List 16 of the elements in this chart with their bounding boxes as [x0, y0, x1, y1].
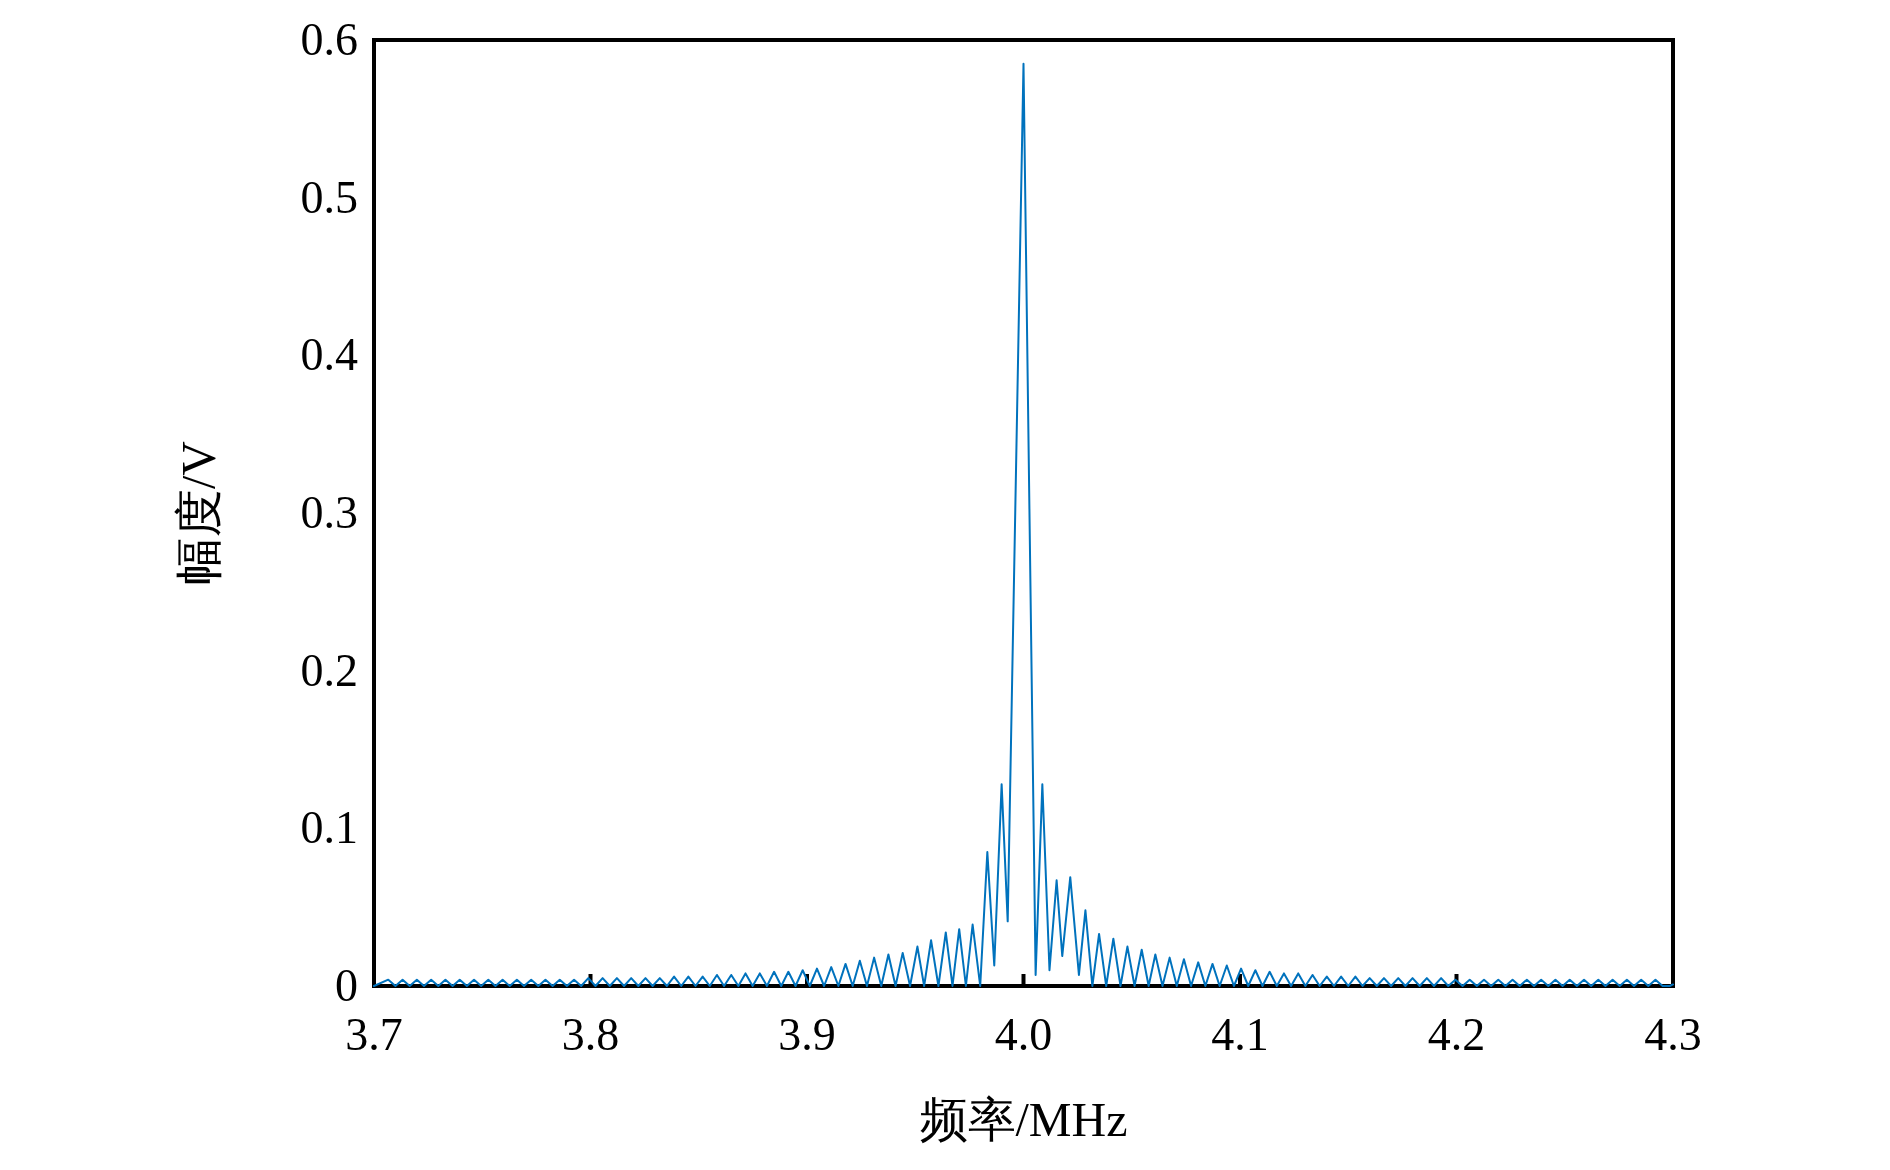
x-tick-label: 3.9	[778, 1009, 836, 1060]
y-tick-label: 0.1	[300, 802, 358, 854]
x-tick-label: 3.8	[561, 1009, 620, 1060]
y-tick-label: 0.4	[300, 329, 358, 381]
y-tick-label: 0.6	[300, 14, 358, 65]
y-tick-label: 0.5	[300, 171, 358, 223]
x-tick-label: 4.2	[1427, 1009, 1486, 1060]
x-tick-label: 4.1	[1211, 1009, 1269, 1060]
y-tick-label: 0.2	[300, 644, 358, 696]
x-tick-label: 4.3	[1644, 1009, 1702, 1060]
y-axis-title: 幅度/V	[172, 440, 225, 585]
y-tick-label: 0.3	[300, 487, 358, 538]
y-tick-label: 0	[335, 960, 358, 1011]
x-tick-label: 4.0	[994, 1009, 1053, 1060]
x-tick-label: 3.7	[345, 1009, 403, 1060]
x-axis-title: 频率/MHz	[919, 1093, 1128, 1146]
